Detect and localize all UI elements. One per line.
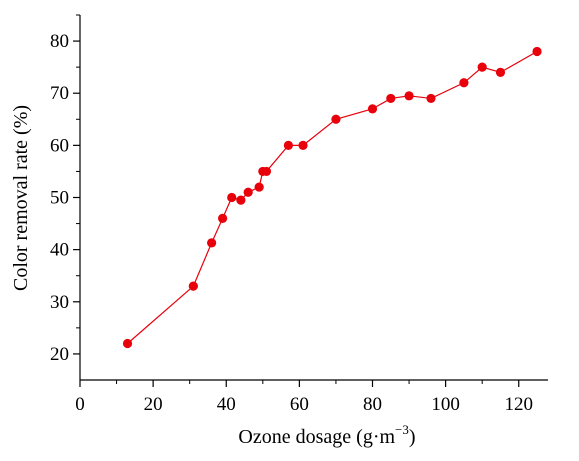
y-tick-label: 50 (50, 188, 69, 209)
data-point (261, 166, 272, 177)
data-point (532, 46, 542, 57)
data-point (426, 93, 436, 104)
y-tick-label: 20 (50, 344, 69, 365)
y-tick-label: 60 (50, 135, 69, 156)
series-layer (122, 46, 542, 349)
x-axis: 0 20 40 60 80 100 120 (75, 379, 548, 415)
data-point (217, 213, 228, 223)
data-point (188, 281, 198, 291)
data-point (386, 93, 396, 104)
data-point (207, 238, 217, 248)
y-tick-label: 70 (50, 83, 69, 104)
y-axis-title: Color removal rate (%) (10, 105, 32, 291)
data-point (243, 187, 253, 197)
data-point (236, 195, 246, 205)
data-point (495, 67, 506, 77)
x-tick-label: 120 (505, 394, 534, 415)
data-point (404, 91, 414, 101)
x-tick-label: 100 (431, 394, 460, 415)
y-tick-label: 40 (50, 240, 69, 261)
x-axis-title: Ozone dosage (g·m−3) (238, 422, 415, 448)
data-point (298, 140, 308, 150)
x-tick-label: 80 (363, 394, 382, 415)
data-point (227, 192, 237, 203)
y-tick-label: 30 (50, 292, 69, 313)
data-point (477, 62, 487, 72)
x-tick-label: 60 (290, 394, 309, 415)
data-point (283, 140, 294, 150)
data-point (331, 114, 341, 124)
x-tick-label: 20 (144, 394, 163, 415)
data-point (367, 104, 378, 114)
series-line (127, 50, 538, 344)
y-tick-label: 80 (50, 31, 69, 52)
x-tick-label: 40 (217, 394, 236, 415)
data-point (254, 182, 264, 192)
x-tick-label: 0 (75, 394, 85, 415)
y-axis: 20 30 40 50 60 70 80 (50, 14, 81, 380)
data-point (459, 78, 469, 88)
data-point (122, 338, 133, 349)
